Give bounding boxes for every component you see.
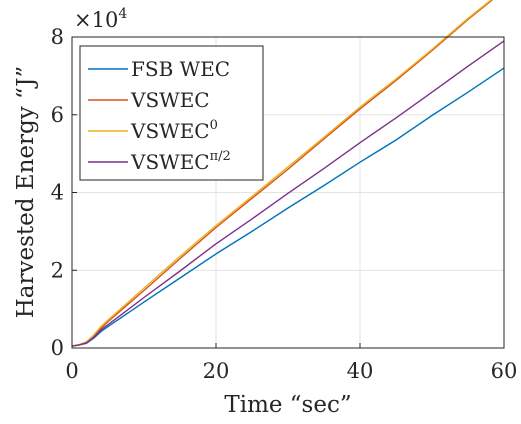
series-line-3 [71, 0, 493, 347]
series-line-2 [71, 0, 494, 347]
x-tick-label: 0 [65, 359, 78, 383]
x-axis-label: Time “sec” [224, 392, 351, 418]
legend-label: VSWEC [130, 88, 210, 112]
y-tick-label: 0 [51, 336, 64, 360]
legend: FSB WEC VSWEC VSWEC0 VSWECπ/2 [79, 45, 264, 181]
legend-label: FSB WEC [131, 57, 230, 81]
x-tick-label: 20 [203, 359, 230, 383]
legend-label: VSWEC0 [130, 118, 218, 143]
legend-label: VSWECπ/2 [130, 149, 231, 174]
y-tick-label: 6 [51, 103, 64, 127]
series-line-4 [71, 40, 505, 347]
ticks: 0 20 40 60 0 2 4 6 8 [51, 25, 518, 383]
x-tick-label: 40 [347, 359, 374, 383]
y-axis-label: Harvested Energy “J” [13, 66, 39, 319]
x-tick-label: 60 [491, 359, 518, 383]
y-tick-label: 2 [51, 258, 64, 282]
series-lines [71, 0, 505, 347]
y-multiplier: ×104 [74, 6, 127, 32]
y-tick-label: 4 [51, 181, 64, 205]
y-tick-label: 8 [51, 25, 64, 49]
y-multiplier-exponent: 4 [118, 6, 127, 22]
